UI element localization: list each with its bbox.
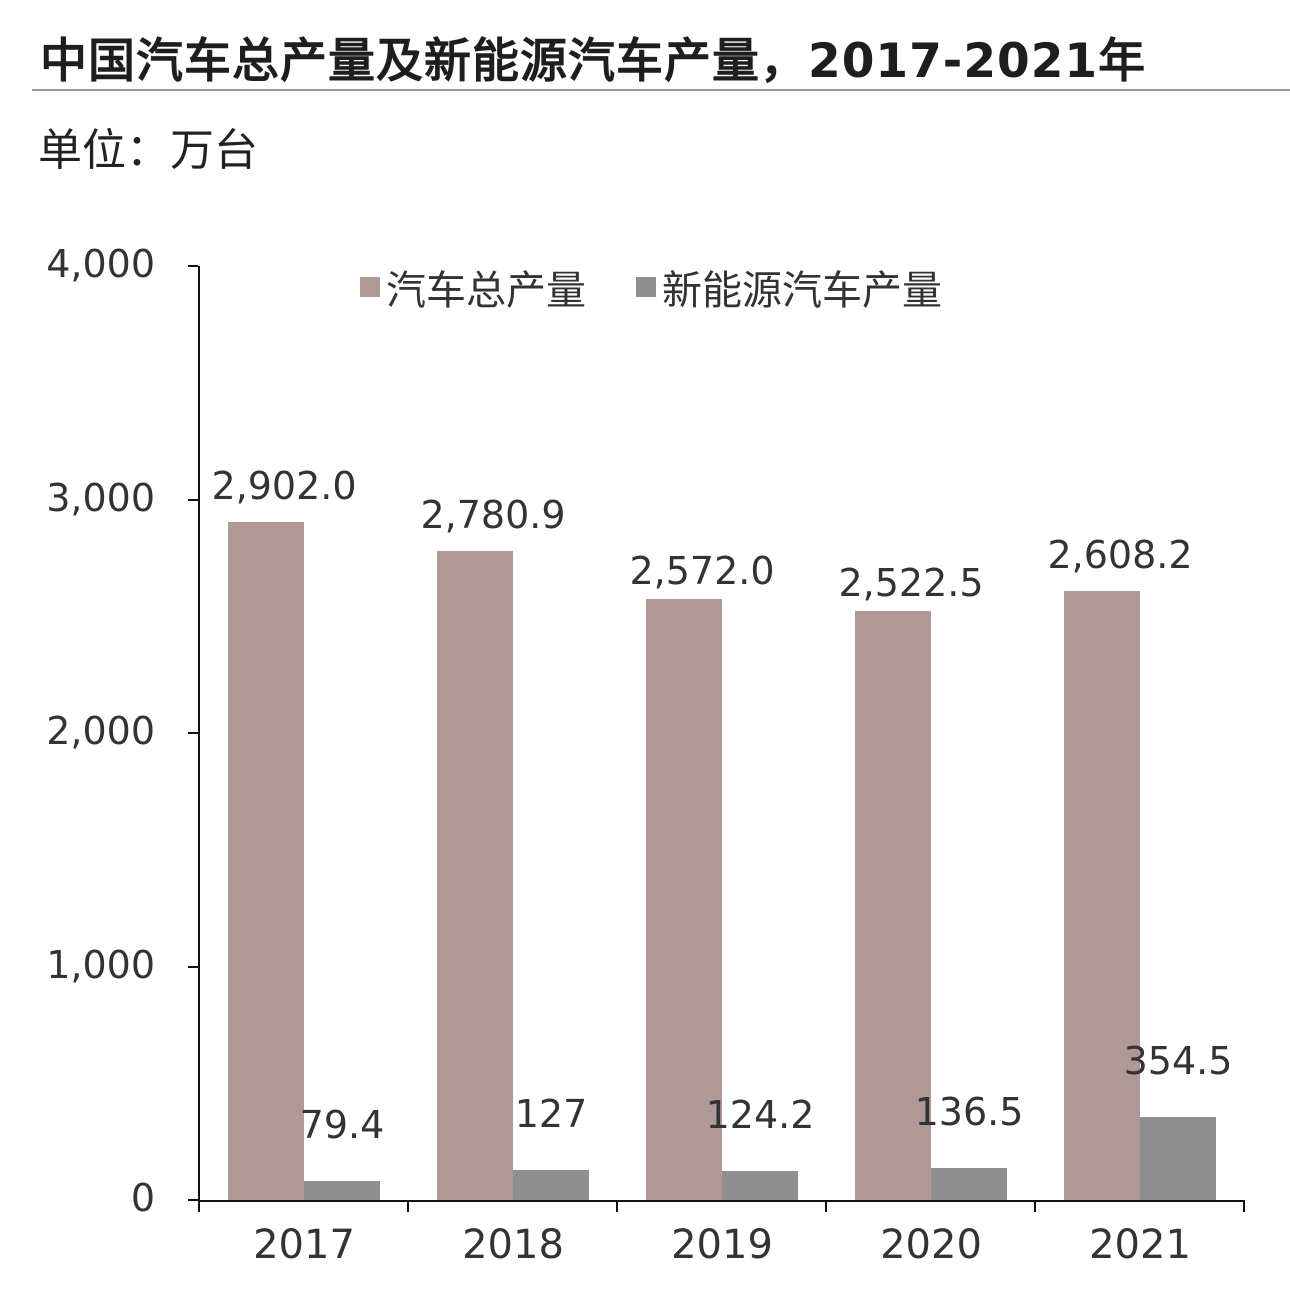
bar-total-2018 — [437, 550, 513, 1200]
legend: 汽车总产量 新能源汽车产量 — [360, 258, 992, 316]
bar-nev-2021 — [1140, 1117, 1216, 1200]
title-divider — [32, 89, 1290, 91]
legend-swatch-total — [360, 277, 380, 297]
x-tick — [1243, 1200, 1245, 1212]
x-tick — [198, 1200, 200, 1212]
x-tick-label: 2017 — [253, 1222, 355, 1268]
x-tick-label: 2019 — [671, 1222, 773, 1268]
value-label-total: 2,902.0 — [211, 464, 357, 509]
legend-label-total: 汽车总产量 — [386, 268, 586, 314]
x-tick — [1034, 1200, 1036, 1212]
value-label-total: 2,522.5 — [838, 560, 984, 605]
unit-label: 单位：万台 — [38, 125, 258, 176]
bar-nev-2019 — [722, 1170, 798, 1200]
value-label-total: 2,780.9 — [420, 492, 566, 537]
y-tick-label: 1,000 — [46, 942, 155, 987]
y-axis — [198, 266, 200, 1202]
x-tick — [407, 1200, 409, 1212]
legend-swatch-nev — [636, 277, 656, 297]
value-label-nev: 136.5 — [914, 1090, 1024, 1135]
bar-nev-2018 — [513, 1170, 589, 1200]
chart-title: 中国汽车总产量及新能源汽车产量，2017-2021年 — [40, 34, 1147, 89]
y-tick — [188, 498, 198, 501]
legend-item-total: 汽车总产量 — [360, 258, 586, 316]
value-label-nev: 354.5 — [1123, 1039, 1233, 1084]
y-tick-label: 4,000 — [46, 242, 155, 286]
legend-label-nev: 新能源汽车产量 — [662, 268, 942, 314]
x-tick — [825, 1200, 827, 1212]
x-tick-label: 2021 — [1089, 1222, 1191, 1268]
x-axis — [198, 1200, 1244, 1202]
y-tick-label: 3,000 — [46, 475, 155, 520]
y-tick — [188, 732, 198, 734]
bar-total-2020 — [855, 610, 931, 1200]
legend-item-nev: 新能源汽车产量 — [636, 258, 942, 316]
bar-total-2021 — [1064, 590, 1140, 1200]
x-tick-label: 2020 — [880, 1222, 982, 1268]
y-tick-label: 0 — [130, 1176, 155, 1220]
value-label-total: 2,608.2 — [1047, 532, 1193, 577]
bar-total-2019 — [646, 599, 722, 1200]
x-tick — [616, 1200, 618, 1212]
bar-nev-2017 — [304, 1181, 380, 1200]
y-tick — [188, 265, 198, 267]
value-label-total: 2,572.0 — [629, 549, 775, 594]
value-label-nev: 127 — [514, 1092, 588, 1137]
bar-nev-2020 — [931, 1168, 1007, 1200]
bar-total-2017 — [228, 522, 304, 1200]
value-label-nev: 124.2 — [705, 1092, 815, 1137]
y-tick — [188, 1199, 198, 1201]
value-label-nev: 79.4 — [299, 1103, 385, 1148]
x-tick-label: 2018 — [462, 1222, 564, 1268]
y-tick-label: 2,000 — [46, 709, 155, 753]
y-tick — [188, 965, 198, 968]
